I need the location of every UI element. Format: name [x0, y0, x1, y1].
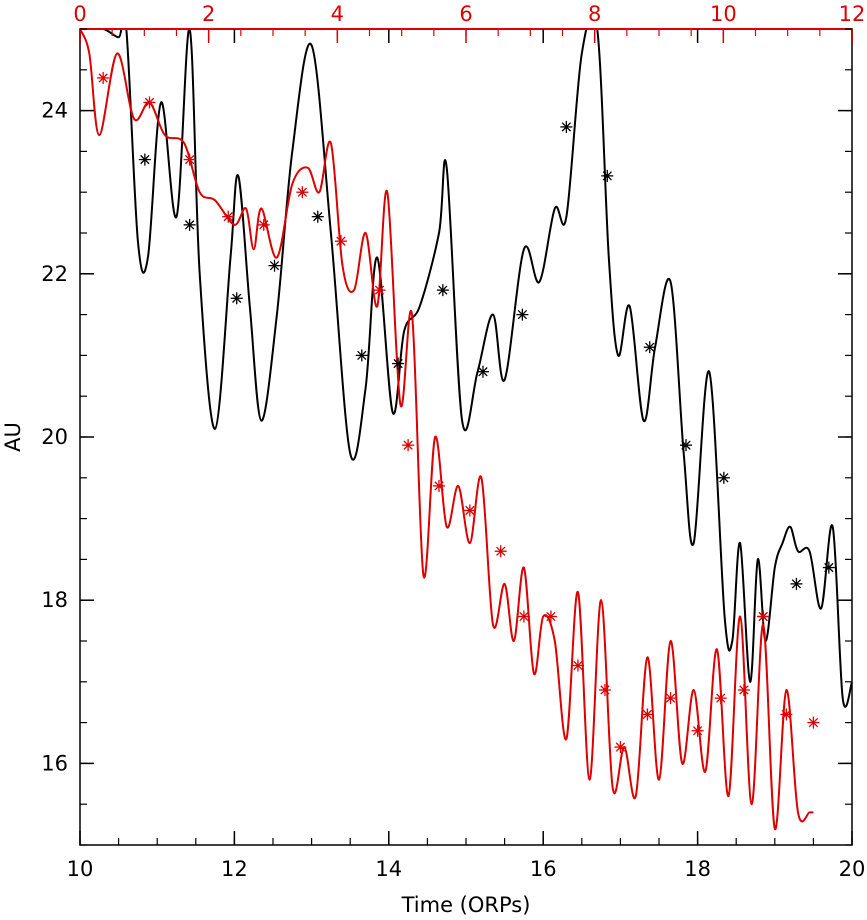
series-4-point [757, 610, 770, 623]
series-4-point [222, 210, 235, 223]
x-tick-label: 20 [839, 857, 866, 881]
series-3-point [138, 153, 151, 166]
series-4-point [807, 716, 820, 729]
series-4-point [143, 96, 156, 109]
series-1-line [80, 29, 852, 708]
series-3-point [601, 169, 614, 182]
y-tick-label: 22 [41, 262, 68, 286]
series-3-point [516, 308, 529, 321]
series-4-point [334, 235, 347, 248]
series-3-point [822, 561, 835, 574]
series-3-point [680, 439, 693, 452]
series-3-point [268, 259, 281, 272]
series-4-point [598, 683, 611, 696]
series-3-point [392, 357, 405, 370]
series-4-point [494, 545, 507, 558]
x-tick-label: 16 [530, 857, 557, 881]
series-4-point [463, 504, 476, 517]
series-4-point [402, 439, 415, 452]
y-tick-label: 20 [41, 425, 68, 449]
top-x-tick-label: 4 [331, 2, 344, 26]
series-4-point [296, 186, 309, 199]
series-3-point [717, 471, 730, 484]
series-4-point [664, 692, 677, 705]
series-4-point [373, 284, 386, 297]
series-3-point [355, 349, 368, 362]
series-2-line [80, 29, 814, 830]
series-3-point [436, 284, 449, 297]
series-4-point [432, 479, 445, 492]
series-4-point [714, 692, 727, 705]
y-tick-label: 16 [41, 751, 68, 775]
series-4-point [544, 610, 557, 623]
top-x-tick-label: 6 [459, 2, 472, 26]
x-tick-label: 18 [684, 857, 711, 881]
top-x-tick-label: 8 [588, 2, 601, 26]
series-4-point [641, 708, 654, 721]
series-4-point [737, 683, 750, 696]
series-3-point [790, 577, 803, 590]
series-4-point [517, 610, 530, 623]
series-4-point [183, 153, 196, 166]
series-3-point [560, 120, 573, 133]
top-x-tick-label: 12 [839, 2, 866, 26]
top-x-tick-label: 2 [202, 2, 215, 26]
series-4-point [571, 659, 584, 672]
x-tick-label: 10 [67, 857, 94, 881]
series-3-point [230, 292, 243, 305]
x-axis-label: Time (ORPs) [401, 893, 531, 917]
series-3-point [183, 218, 196, 231]
top-x-tick-label: 0 [73, 2, 86, 26]
series-4-point [257, 218, 270, 231]
top-x-tick-label: 10 [710, 2, 737, 26]
series-4-point [97, 71, 110, 84]
y-tick-label: 24 [41, 99, 68, 123]
series-4-point [614, 741, 627, 754]
series-3-point [311, 210, 324, 223]
series-3-point [476, 365, 489, 378]
series-4-point [691, 724, 704, 737]
series-3-point [643, 341, 656, 354]
x-tick-label: 14 [375, 857, 402, 881]
x-tick-label: 12 [221, 857, 248, 881]
y-axis-label: AU [1, 422, 25, 452]
series-4-point [780, 708, 793, 721]
y-tick-label: 18 [41, 588, 68, 612]
